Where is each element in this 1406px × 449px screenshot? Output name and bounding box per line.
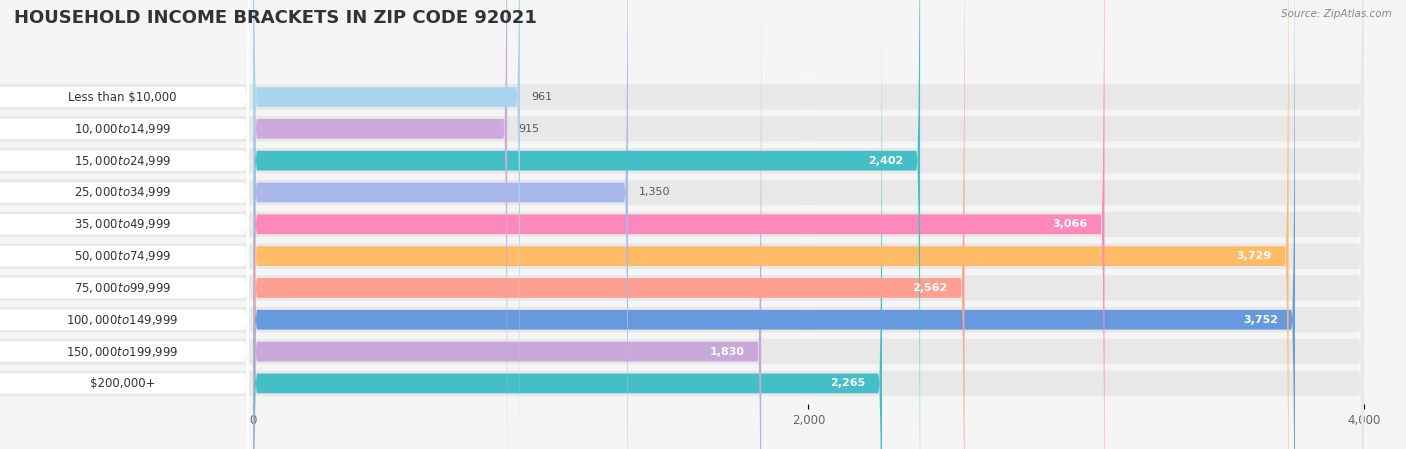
FancyBboxPatch shape [0,0,1364,449]
Text: Less than $10,000: Less than $10,000 [69,91,177,104]
FancyBboxPatch shape [0,0,1364,449]
FancyBboxPatch shape [0,0,1364,449]
FancyBboxPatch shape [253,0,920,449]
FancyBboxPatch shape [253,0,508,449]
Text: 961: 961 [531,92,553,102]
FancyBboxPatch shape [0,0,1364,449]
Text: 2,265: 2,265 [830,379,865,388]
FancyBboxPatch shape [0,0,249,449]
Text: $25,000 to $34,999: $25,000 to $34,999 [75,185,172,199]
Text: HOUSEHOLD INCOME BRACKETS IN ZIP CODE 92021: HOUSEHOLD INCOME BRACKETS IN ZIP CODE 92… [14,9,537,27]
FancyBboxPatch shape [253,0,965,449]
FancyBboxPatch shape [0,0,249,449]
FancyBboxPatch shape [0,0,249,449]
FancyBboxPatch shape [0,0,1364,449]
Text: 3,752: 3,752 [1243,315,1278,325]
FancyBboxPatch shape [0,0,1364,449]
FancyBboxPatch shape [0,0,249,449]
Text: Source: ZipAtlas.com: Source: ZipAtlas.com [1281,9,1392,19]
Text: $35,000 to $49,999: $35,000 to $49,999 [75,217,172,231]
FancyBboxPatch shape [0,0,1364,449]
Text: 1,350: 1,350 [640,188,671,198]
Text: $10,000 to $14,999: $10,000 to $14,999 [75,122,172,136]
FancyBboxPatch shape [0,0,249,449]
FancyBboxPatch shape [253,0,1288,449]
FancyBboxPatch shape [0,0,249,449]
FancyBboxPatch shape [253,0,1105,449]
FancyBboxPatch shape [0,0,249,449]
FancyBboxPatch shape [0,0,249,449]
FancyBboxPatch shape [253,0,1295,449]
Text: $15,000 to $24,999: $15,000 to $24,999 [75,154,172,167]
Text: 2,562: 2,562 [912,283,948,293]
Text: $150,000 to $199,999: $150,000 to $199,999 [66,344,179,359]
Text: 915: 915 [519,124,540,134]
FancyBboxPatch shape [253,0,882,449]
Text: 2,402: 2,402 [868,156,904,166]
Text: $100,000 to $149,999: $100,000 to $149,999 [66,313,179,327]
FancyBboxPatch shape [253,0,761,449]
FancyBboxPatch shape [0,0,249,449]
Text: $200,000+: $200,000+ [90,377,155,390]
Text: $75,000 to $99,999: $75,000 to $99,999 [75,281,172,295]
Text: 3,729: 3,729 [1237,251,1272,261]
Text: 3,066: 3,066 [1053,219,1088,229]
FancyBboxPatch shape [0,0,249,449]
Text: $50,000 to $74,999: $50,000 to $74,999 [75,249,172,263]
FancyBboxPatch shape [253,0,520,449]
FancyBboxPatch shape [0,0,1364,449]
FancyBboxPatch shape [0,0,1364,449]
FancyBboxPatch shape [0,0,1364,449]
FancyBboxPatch shape [253,0,628,449]
Text: 1,830: 1,830 [710,347,745,357]
